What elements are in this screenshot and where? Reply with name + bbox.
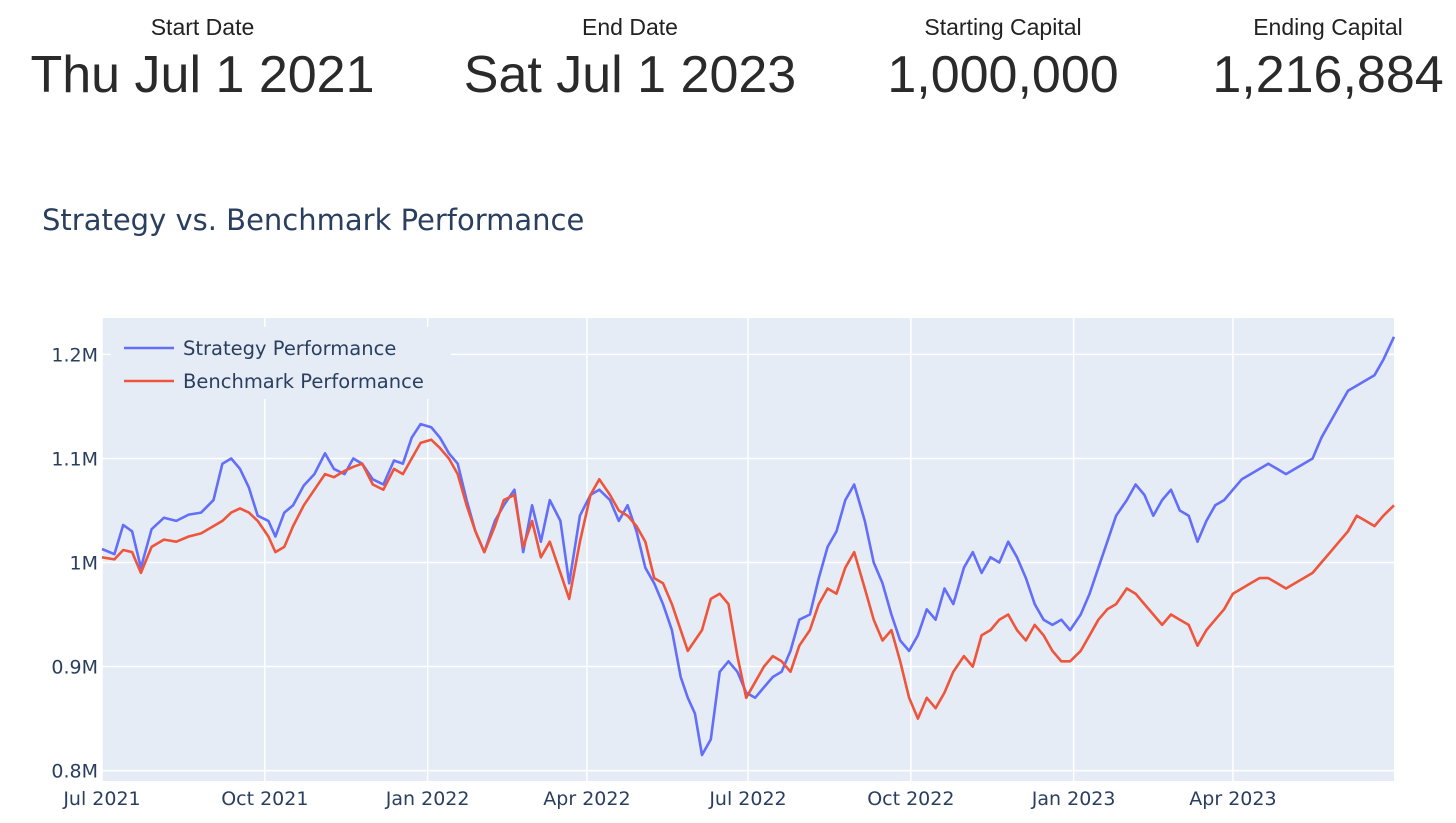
kpi-value: 1,216,884 [1212,46,1444,104]
x-tick-label: Apr 2023 [1189,788,1276,810]
x-tick-label: Jul 2022 [708,788,786,810]
y-tick-label: 1.2M [51,344,98,366]
strategy-line [101,336,1396,757]
kpi-value: 1,000,000 [887,46,1119,104]
x-tick-label: Oct 2021 [221,788,308,810]
x-tick-label: Oct 2022 [867,788,954,810]
kpi-start-date: Start Date Thu Jul 1 2021 [10,0,395,105]
kpi-end-date: End Date Sat Jul 1 2023 [440,0,820,105]
kpi-starting-capital: Starting Capital 1,000,000 [870,0,1136,105]
legend-box [111,327,451,399]
y-tick-label: 1.1M [51,448,98,470]
chart-title: Strategy vs. Benchmark Performance [42,203,585,237]
x-tick-label: Jul 2021 [62,788,140,810]
benchmark-line [101,438,1395,720]
x-tick-label: Jan 2023 [1031,788,1116,810]
y-tick-label: 1M [70,553,98,575]
legend-label: Strategy Performance [183,337,396,360]
kpi-label: Ending Capital [1253,14,1403,40]
kpi-value: Thu Jul 1 2021 [30,46,375,104]
x-tick-label: Apr 2022 [543,788,630,810]
kpi-value: Sat Jul 1 2023 [463,46,797,104]
y-tick-label: 0.9M [51,657,98,679]
x-tick-label: Jan 2022 [385,788,470,810]
kpi-label: End Date [582,14,678,40]
y-tick-label: 0.8M [51,761,98,783]
kpi-label: Starting Capital [924,14,1082,40]
kpi-ending-capital: Ending Capital 1,216,884 [1200,0,1456,105]
legend-label: Benchmark Performance [183,370,424,393]
kpi-label: Start Date [150,14,255,40]
